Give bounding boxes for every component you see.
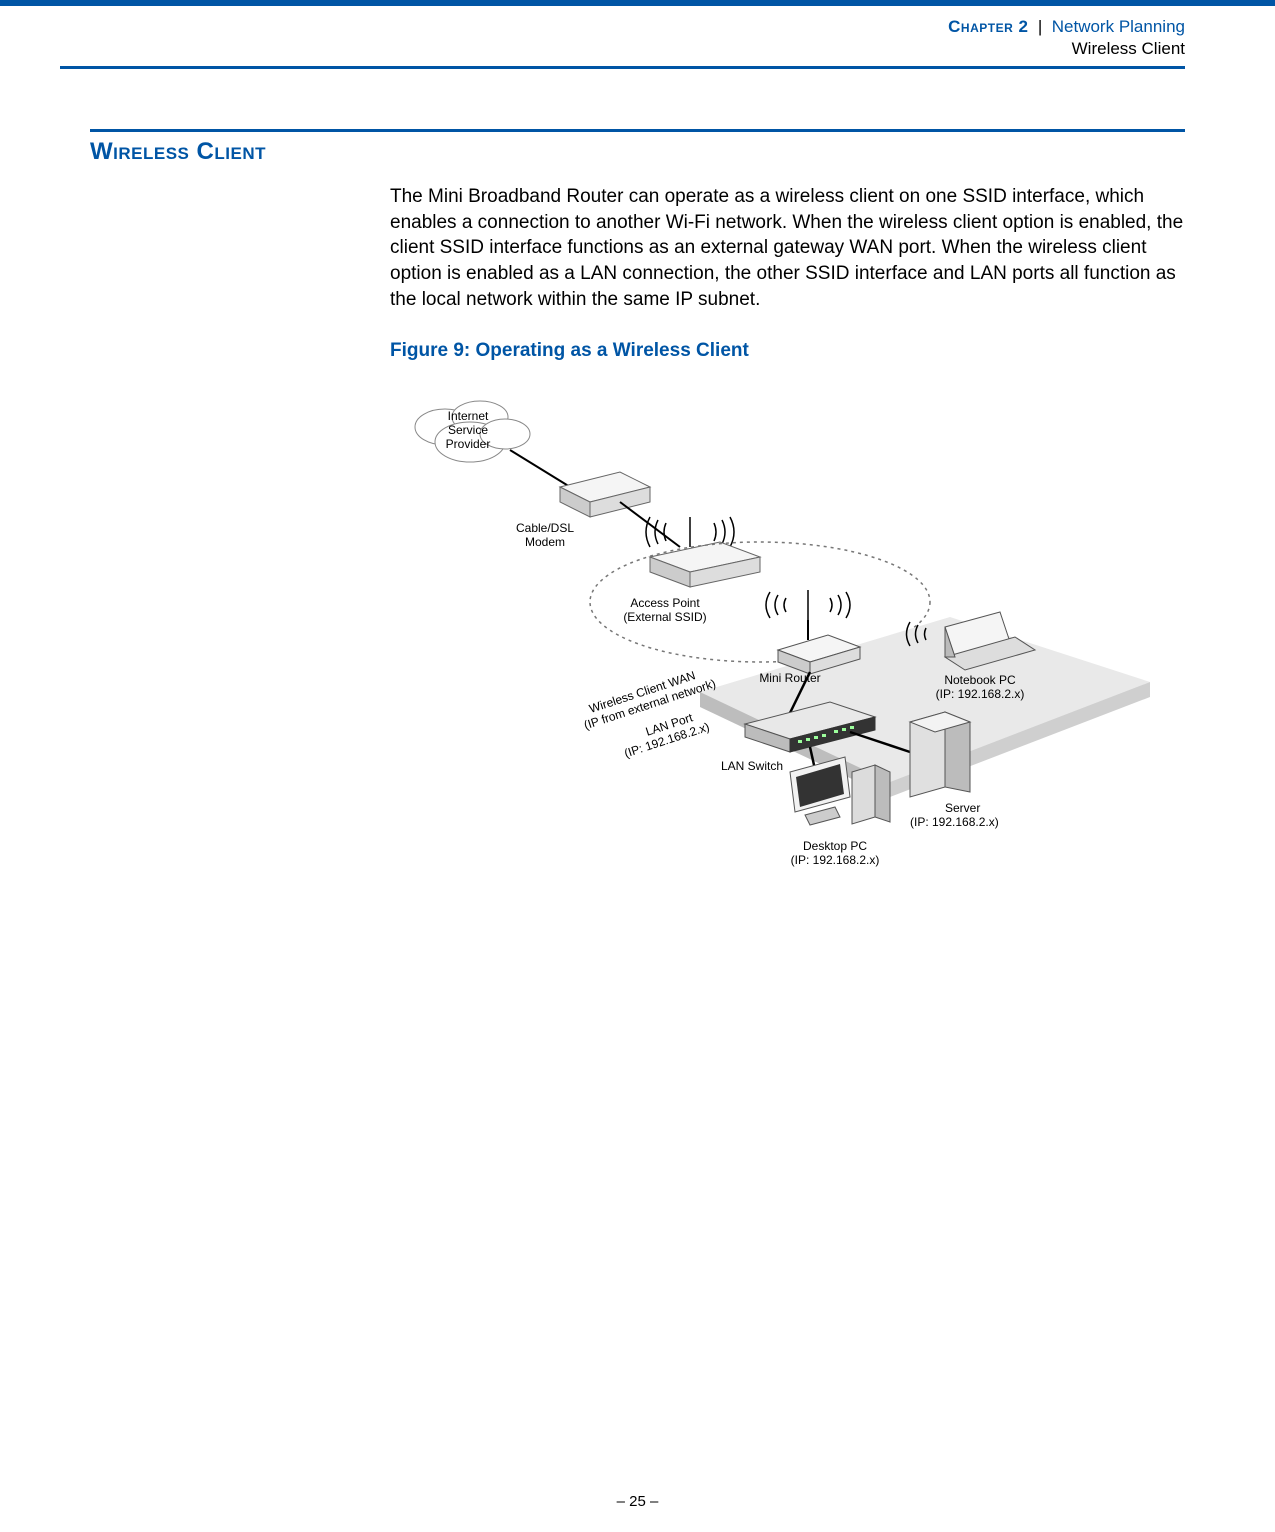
page-header: Chapter 2 | Network Planning Wireless Cl… bbox=[0, 6, 1275, 66]
network-diagram-svg: Internet Service Provider Cable/DSL Mode… bbox=[390, 372, 1150, 872]
isp-label-2: Service bbox=[448, 423, 488, 437]
isp-label-1: Internet bbox=[448, 409, 489, 423]
isp-label-3: Provider bbox=[446, 437, 491, 451]
notebook-label-2: (IP: 192.168.2.x) bbox=[936, 687, 1025, 701]
content-area: Wireless Client The Mini Broadband Route… bbox=[90, 129, 1185, 872]
header-separator: | bbox=[1033, 17, 1052, 36]
notebook-label-1: Notebook PC bbox=[944, 673, 1016, 687]
desktop-label-2: (IP: 192.168.2.x) bbox=[791, 853, 880, 867]
header-subsection: Wireless Client bbox=[0, 38, 1185, 60]
section-body: The Mini Broadband Router can operate as… bbox=[390, 184, 1185, 312]
link-modem-ap bbox=[620, 502, 680, 547]
lan-switch-label: LAN Switch bbox=[721, 759, 783, 773]
radio-waves-router-icon bbox=[766, 590, 850, 620]
page-number: – 25 – bbox=[617, 1493, 659, 1510]
ap-label-2: (External SSID) bbox=[623, 610, 706, 624]
figure-diagram: Internet Service Provider Cable/DSL Mode… bbox=[390, 372, 1185, 872]
figure-caption: Figure 9: Operating as a Wireless Client bbox=[390, 340, 1185, 362]
document-page: Chapter 2 | Network Planning Wireless Cl… bbox=[0, 0, 1275, 1532]
modem-icon bbox=[560, 472, 650, 517]
desktop-icon bbox=[790, 757, 890, 825]
desktop-label-1: Desktop PC bbox=[803, 839, 867, 853]
wan-annotation: Wireless Client WAN (IP from external ne… bbox=[578, 663, 718, 732]
page-footer: – 25 – bbox=[0, 1493, 1275, 1510]
server-icon bbox=[910, 712, 970, 797]
ap-label-1: Access Point bbox=[630, 596, 700, 610]
mini-router-label: Mini Router bbox=[759, 671, 820, 685]
access-point-icon bbox=[650, 542, 760, 587]
header-rule bbox=[60, 66, 1185, 69]
chapter-title: Network Planning bbox=[1052, 17, 1185, 36]
section-rule bbox=[90, 129, 1185, 132]
server-label-1: Server bbox=[945, 801, 980, 815]
modem-label-1: Cable/DSL bbox=[516, 521, 574, 535]
modem-label-2: Modem bbox=[525, 535, 565, 549]
link-isp-modem bbox=[510, 450, 575, 490]
chapter-number: Chapter 2 bbox=[948, 17, 1028, 36]
server-label-2: (IP: 192.168.2.x) bbox=[910, 815, 999, 829]
section-heading: Wireless Client bbox=[90, 138, 1185, 166]
